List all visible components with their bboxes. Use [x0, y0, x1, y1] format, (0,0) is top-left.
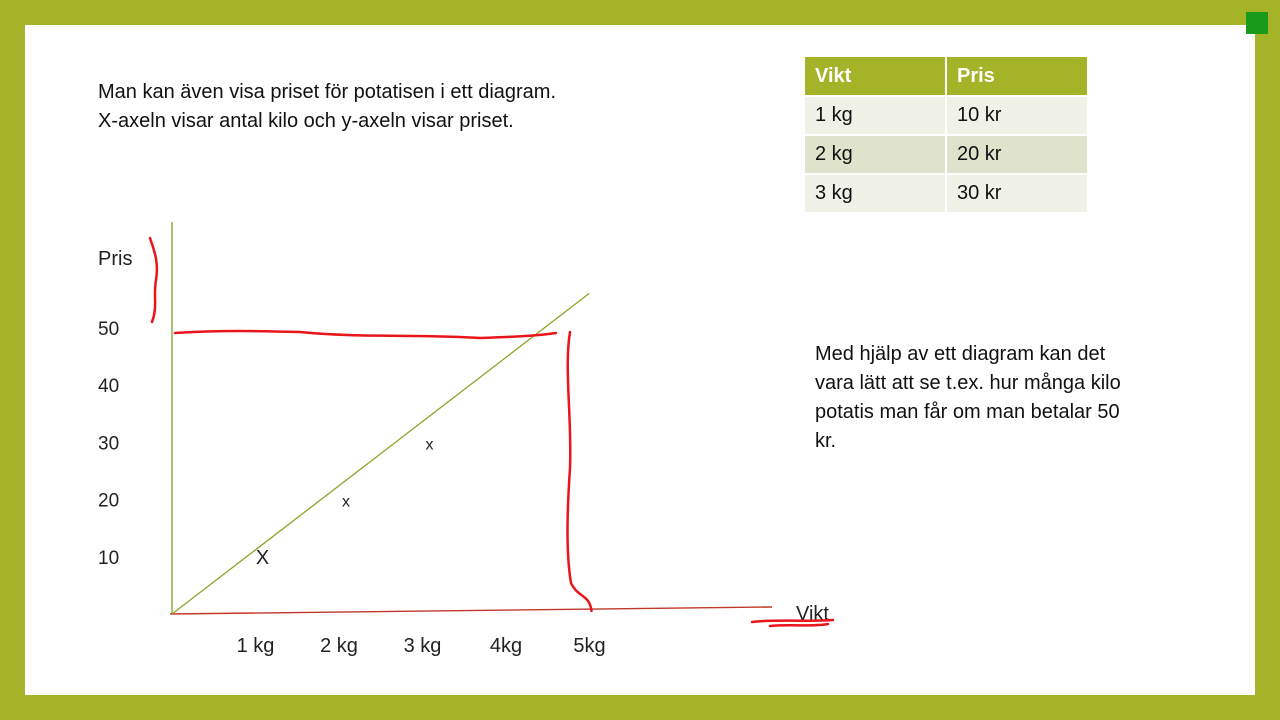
cell-vikt: 2 kg [805, 134, 947, 174]
cell-vikt: 3 kg [805, 173, 947, 212]
table-header-row: Vikt Pris [805, 57, 1089, 96]
x-axis [169, 606, 773, 615]
header-vikt: Vikt [805, 57, 947, 96]
cell-vikt: 1 kg [805, 95, 947, 135]
table-row: 1 kg 10 kr [805, 95, 1089, 135]
y-tick-label: 30 [98, 433, 119, 454]
series-line [171, 292, 590, 615]
cell-pris: 20 kr [946, 134, 1089, 174]
x-tick-label: 2 kg [320, 635, 358, 657]
intro-line-2: X-axeln visar antal kilo och y-axeln vis… [98, 110, 514, 132]
cell-pris: 30 kr [946, 173, 1089, 212]
price-table: Vikt Pris 1 kg 10 kr 2 kg 20 kr 3 kg 30 … [805, 57, 1089, 212]
chart-layer: 10 20 30 40 50 1 kg 2 kg 3 kg 4kg 5kg Xx x [98, 292, 606, 657]
corner-square [1246, 12, 1268, 34]
x-tick-label: 1 kg [237, 635, 275, 657]
header-pris: Pris [946, 57, 1089, 96]
y-tick-label: 20 [98, 491, 119, 512]
annotation-horizontal [173, 329, 558, 340]
x-tick-label: 3 kg [404, 635, 442, 657]
y-tick-label: 50 [98, 319, 119, 340]
data-point: x [426, 436, 434, 453]
x-tick-label: 5kg [573, 635, 605, 657]
intro-text: Man kan även visa priset för potatisen i… [98, 78, 698, 136]
data-point: x [342, 494, 350, 511]
table-row: 2 kg 20 kr [805, 134, 1089, 174]
x-label-underline [750, 618, 835, 628]
intro-line-1: Man kan även visa priset för potatisen i… [98, 81, 557, 103]
annotation-vertical [566, 330, 593, 613]
y-tick-label: 10 [98, 548, 119, 569]
y-axis-label: Pris [98, 248, 132, 270]
y-tick-label: 40 [98, 376, 119, 397]
x-tick-label: 4kg [490, 635, 522, 657]
data-point: X [256, 547, 269, 569]
side-text: Med hjälp av ett diagram kan det vara lä… [815, 343, 1121, 452]
table-row: 3 kg 30 kr [805, 173, 1089, 212]
y-label-bracket [148, 236, 159, 324]
cell-pris: 10 kr [946, 95, 1089, 135]
